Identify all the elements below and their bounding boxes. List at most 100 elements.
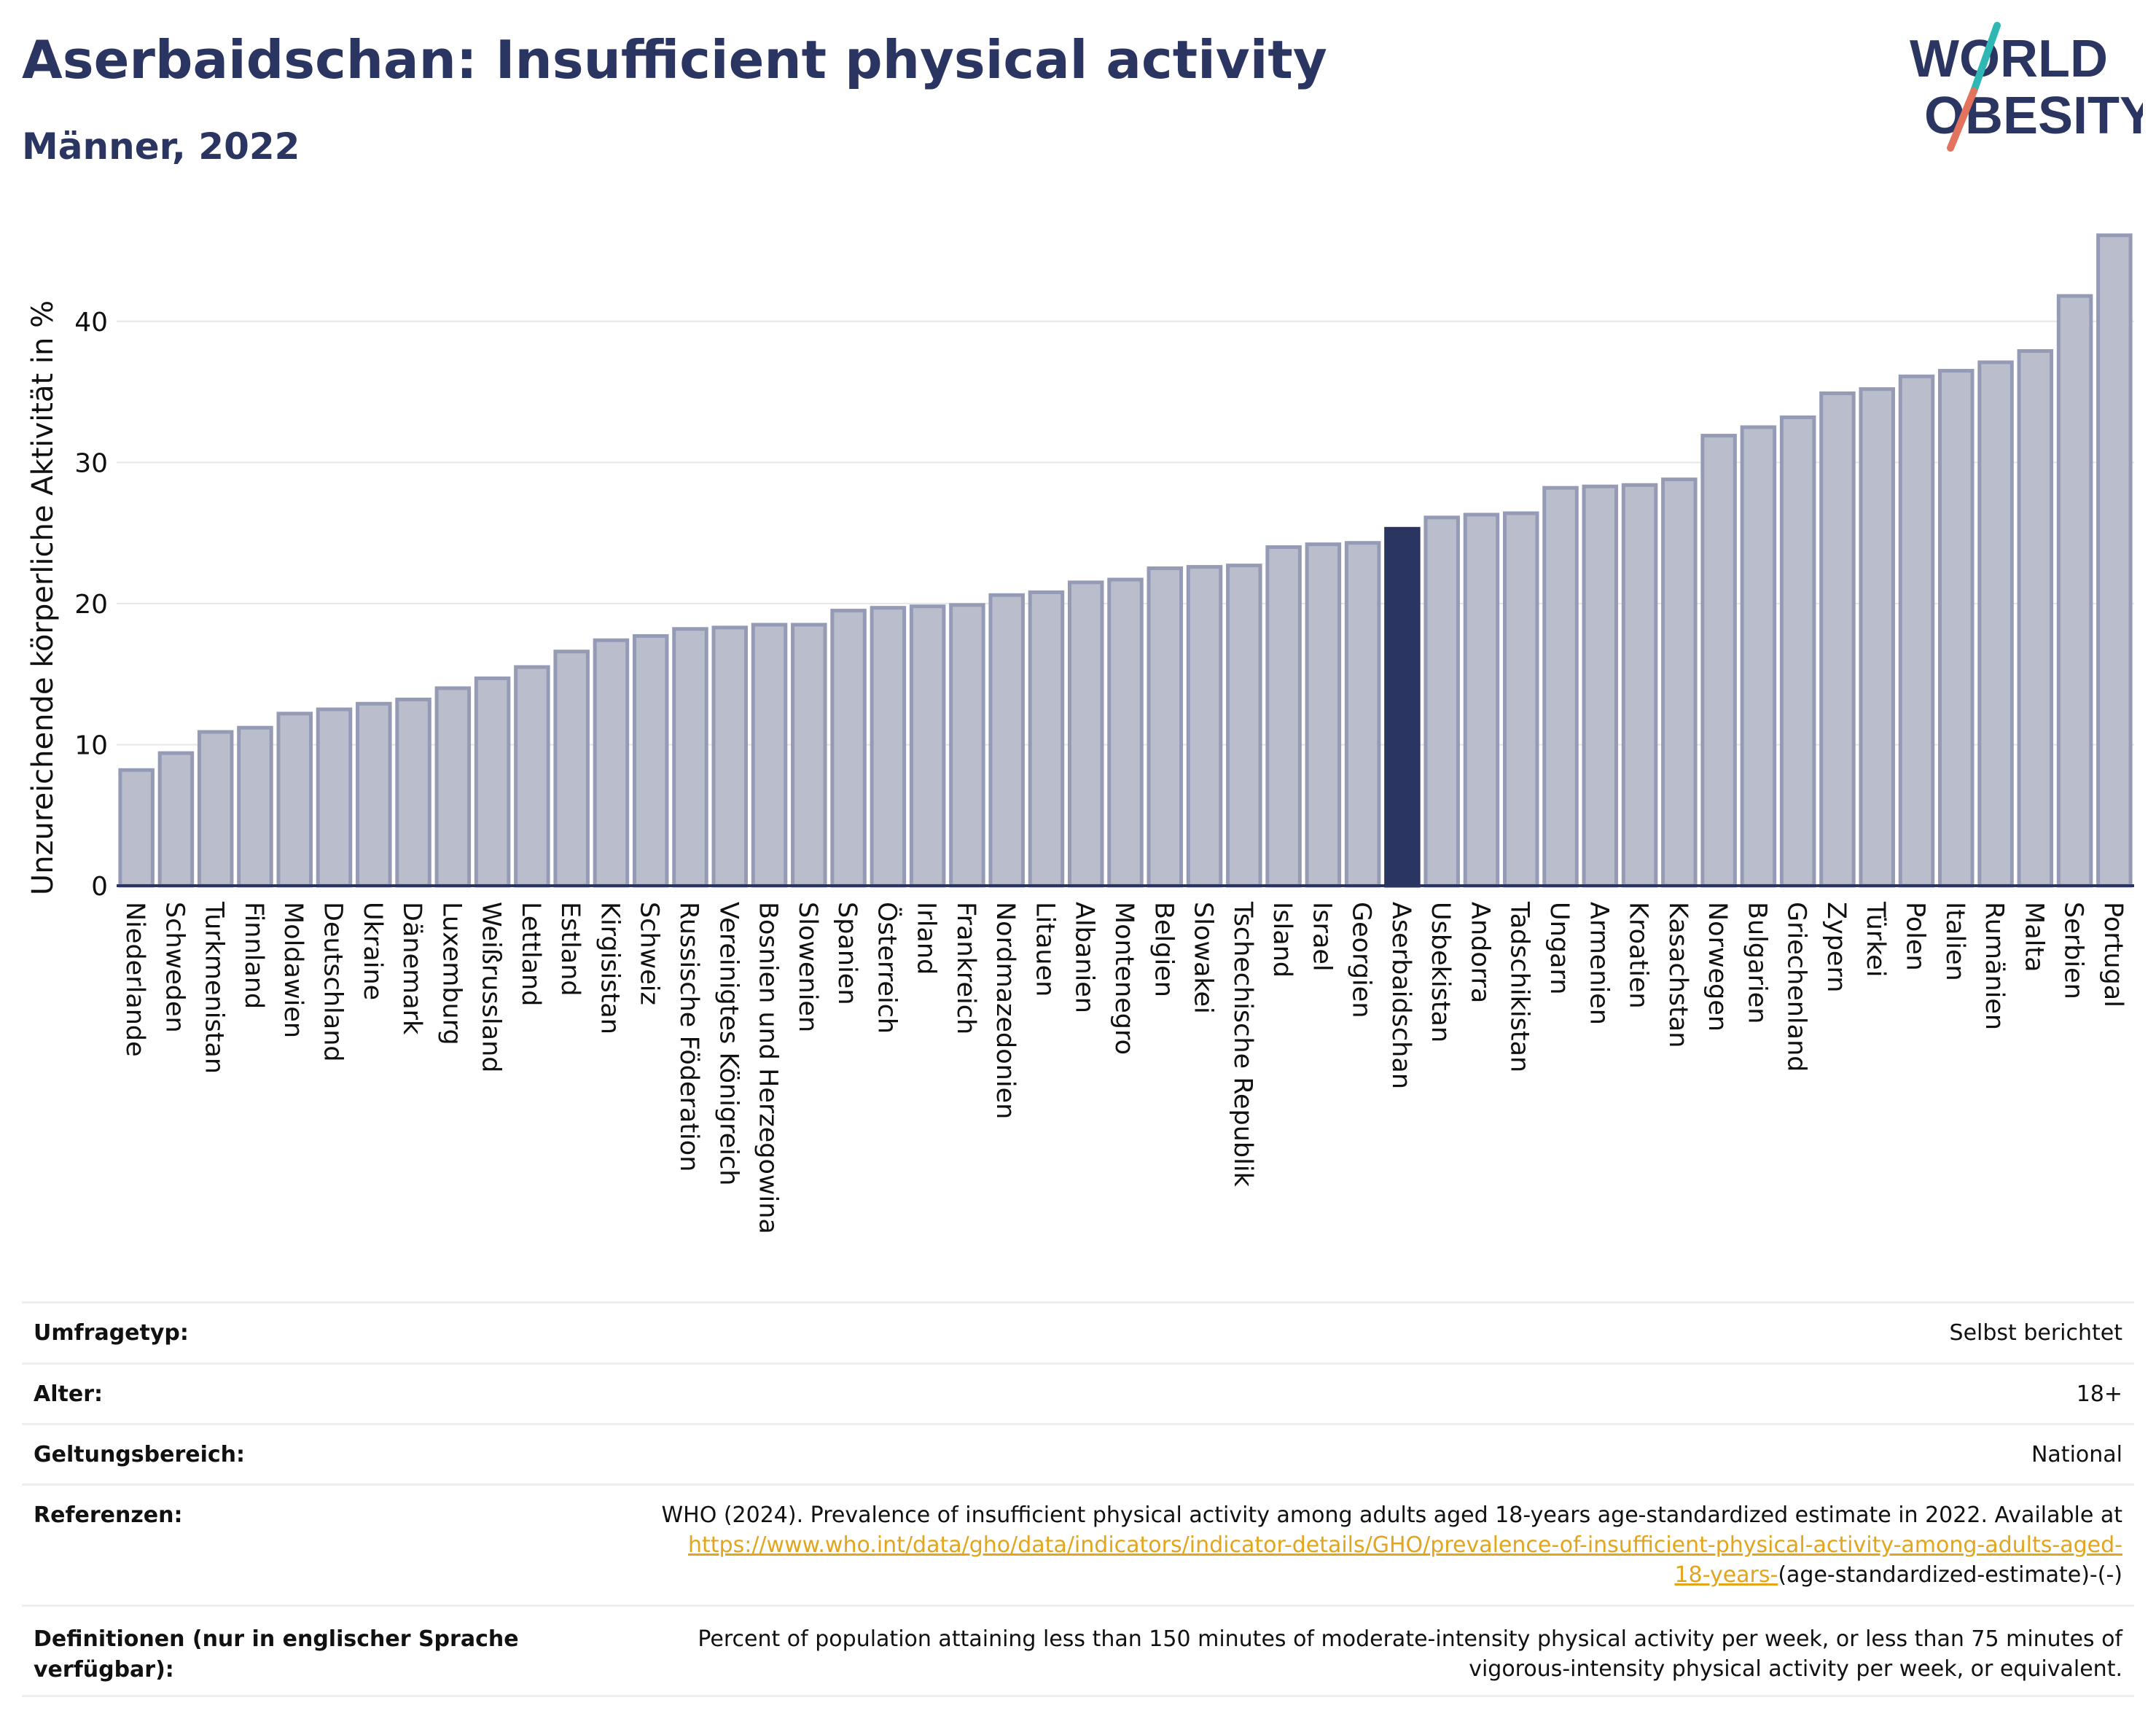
bar: [157, 751, 195, 888]
x-tick-label: Ungarn: [1544, 902, 1574, 994]
x-tick-label: Armenien: [1584, 902, 1613, 1025]
x-tick-label: Georgien: [1347, 902, 1376, 1018]
x-tick-label: Montenegro: [1109, 902, 1138, 1055]
logo-text-world: WORLD: [1910, 30, 2108, 88]
bar: [197, 730, 234, 888]
x-tick-label: Estland: [555, 902, 585, 997]
bar: [1186, 565, 1223, 888]
world-obesity-logo: WORLD OBESITY: [1910, 22, 2143, 152]
x-tick-label: Niederlande: [120, 902, 149, 1057]
bar: [1463, 512, 1500, 888]
page-title: Aserbaidschan: Insufficient physical act…: [22, 29, 1327, 90]
bar: [434, 686, 472, 888]
y-tick-label: 40: [74, 308, 108, 338]
definitions-label-line2: verfügbar):: [34, 1657, 174, 1683]
x-tick-label: Slowakei: [1189, 902, 1218, 1014]
references-text: WHO (2024). Prevalence of insufficient p…: [661, 1500, 2122, 1590]
bar: [1740, 425, 1777, 888]
x-tick-label: Tadschikistan: [1505, 901, 1534, 1072]
info-label: Referenzen:: [34, 1502, 183, 1528]
x-tick-label: Portugal: [2098, 902, 2128, 1007]
bar-highlighted: [1384, 526, 1421, 888]
bar: [672, 627, 708, 888]
x-tick-label: Türkei: [1861, 901, 1890, 977]
references-citation: WHO (2024). Prevalence of insufficient p…: [661, 1502, 2122, 1528]
bar: [1700, 434, 1737, 888]
x-tick-label: Bulgarien: [1742, 902, 1771, 1024]
bar: [909, 604, 946, 888]
x-tick-label: Finnland: [239, 902, 268, 1009]
bar: [1423, 515, 1460, 888]
x-tick-label: Ukraine: [358, 902, 387, 1000]
bar: [316, 707, 353, 888]
bar: [1502, 511, 1539, 888]
bar: [2017, 348, 2054, 888]
bar: [1028, 590, 1065, 888]
bar: [1621, 483, 1658, 888]
x-tick-label: Kasachstan: [1663, 902, 1692, 1048]
bar: [2056, 294, 2093, 888]
x-tick-label: Andorra: [1465, 902, 1494, 1003]
x-tick-label: Schweden: [160, 902, 189, 1033]
bar: [949, 603, 985, 888]
bar: [1779, 415, 1816, 888]
x-tick-label: Malta: [2019, 902, 2048, 972]
x-tick-label: Italien: [1940, 902, 1969, 981]
x-tick-label: Albanien: [1070, 902, 1099, 1013]
x-tick-label: Polen: [1900, 902, 1929, 971]
y-axis-label: Unzureichende körperliche Aktivität in %: [26, 300, 60, 895]
x-tick-label: Österreich: [872, 902, 902, 1034]
x-tick-label: Spanien: [832, 902, 862, 1005]
x-tick-labels: Niederlande Schweden Turkmenistan Finnland M…: [120, 901, 2128, 1234]
y-tick-label: 30: [74, 448, 108, 478]
x-tick-label: Weißrussland: [477, 902, 506, 1072]
bars: [118, 233, 2133, 888]
x-tick-label: Israel: [1307, 902, 1336, 972]
bar: [2096, 233, 2133, 888]
x-tick-label: Deutschland: [319, 902, 348, 1062]
definitions-text: Percent of population attaining less tha…: [698, 1624, 2122, 1684]
references-link-continued[interactable]: 18-years-: [1674, 1562, 1778, 1588]
info-row-scope: Geltungsbereich: National: [22, 1423, 2134, 1483]
x-tick-label: Moldawien: [278, 902, 308, 1038]
bar: [356, 701, 392, 888]
info-row-survey-type: Umfragetyp: Selbst berichtet: [22, 1301, 2134, 1362]
x-tick-label: Kroatien: [1624, 902, 1653, 1009]
logo-slash-top: [1970, 22, 2001, 95]
bar: [1226, 564, 1262, 888]
bar: [395, 698, 431, 888]
bar: [791, 623, 827, 888]
y-tick-label: 10: [74, 730, 108, 760]
info-row-references: Referenzen: WHO (2024). Prevalence of in…: [22, 1483, 2134, 1605]
x-tick-label: Slowenien: [793, 902, 822, 1032]
bar: [1582, 484, 1619, 888]
info-row-age: Alter: 18+: [22, 1362, 2134, 1423]
definitions-line2: vigorous-intensity physical activity per…: [1469, 1656, 2122, 1682]
x-tick-label: Dänemark: [397, 902, 426, 1035]
y-tick-labels: 0 10 20 30 40: [74, 308, 108, 902]
bar: [870, 606, 907, 888]
bar: [553, 650, 590, 888]
info-value: 18+: [2076, 1381, 2122, 1407]
bar: [118, 768, 155, 888]
bar: [1265, 545, 1302, 888]
page-subtitle: Männer, 2022: [22, 125, 300, 168]
x-tick-label: Griechenland: [1782, 902, 1811, 1072]
x-tick-label: Irland: [912, 902, 941, 975]
x-tick-label: Serbien: [2059, 902, 2088, 999]
bar: [237, 725, 273, 888]
x-tick-label: Belgien: [1149, 902, 1178, 997]
bar: [276, 711, 313, 888]
info-row-definitions: Definitionen (nur in englischer Sprache …: [22, 1605, 2134, 1697]
x-tick-label: Rumänien: [1980, 902, 2009, 1030]
bar: [1859, 387, 1895, 888]
y-tick-label: 20: [74, 590, 108, 620]
bar: [1819, 391, 1856, 888]
references-link[interactable]: https://www.who.int/data/gho/data/indica…: [688, 1532, 2122, 1558]
info-table: Umfragetyp: Selbst berichtet Alter: 18+ …: [22, 1301, 2134, 1697]
info-label: Umfragetyp:: [34, 1320, 189, 1346]
bar: [711, 625, 749, 888]
bar: [474, 676, 511, 888]
bar: [593, 638, 630, 888]
bar: [1107, 577, 1144, 888]
